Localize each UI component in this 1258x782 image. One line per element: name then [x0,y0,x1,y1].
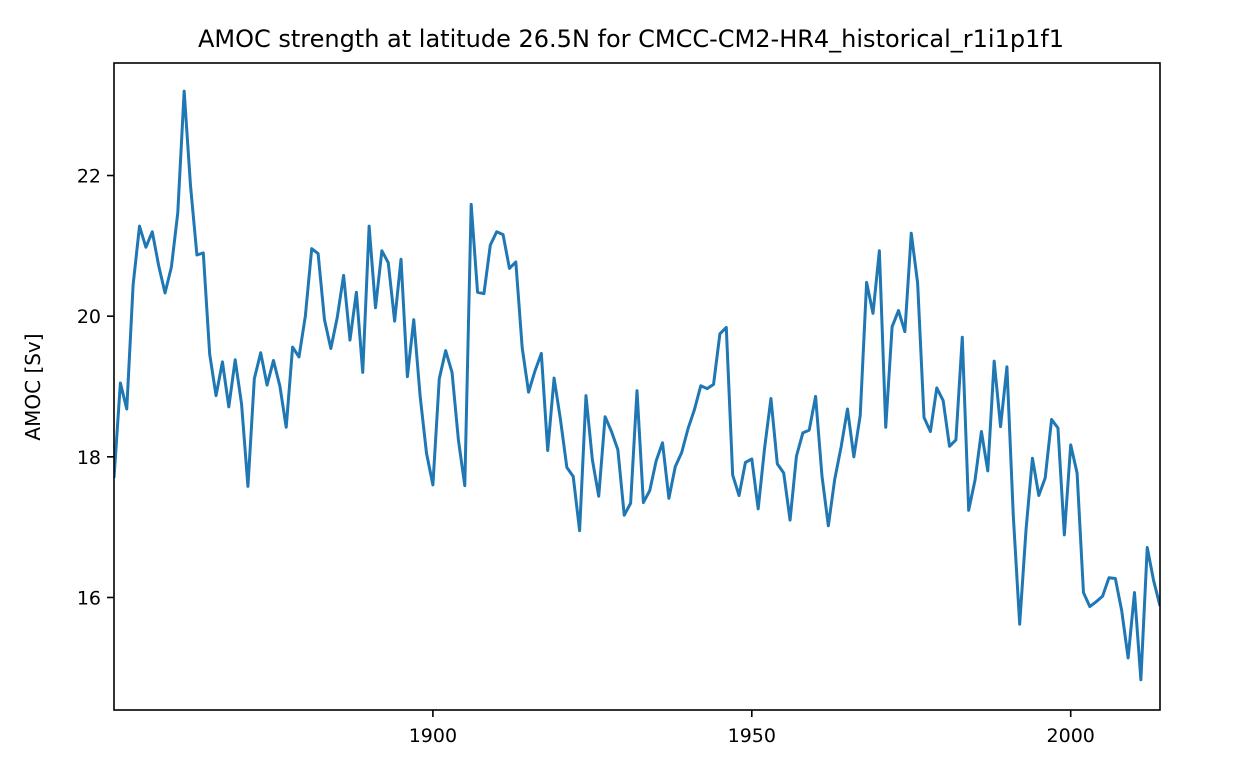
y-tick-label: 22 [77,166,101,188]
plot-area: 16 18 20 22 1900 1950 2000 [77,62,1161,747]
series-line-0 [114,89,1160,682]
y-axis-label: AMOC [Sv] [21,333,45,440]
x-tick-label: 1950 [728,725,776,747]
x-tick-label: 1900 [409,725,457,747]
y-tick-label: 16 [77,587,101,609]
y-tick-label: 20 [77,306,101,328]
y-tick-label: 18 [77,447,101,469]
x-tick-label: 2000 [1047,725,1095,747]
plot-frame [113,62,1161,711]
chart-title: AMOC strength at latitude 26.5N for CMCC… [198,25,1064,53]
